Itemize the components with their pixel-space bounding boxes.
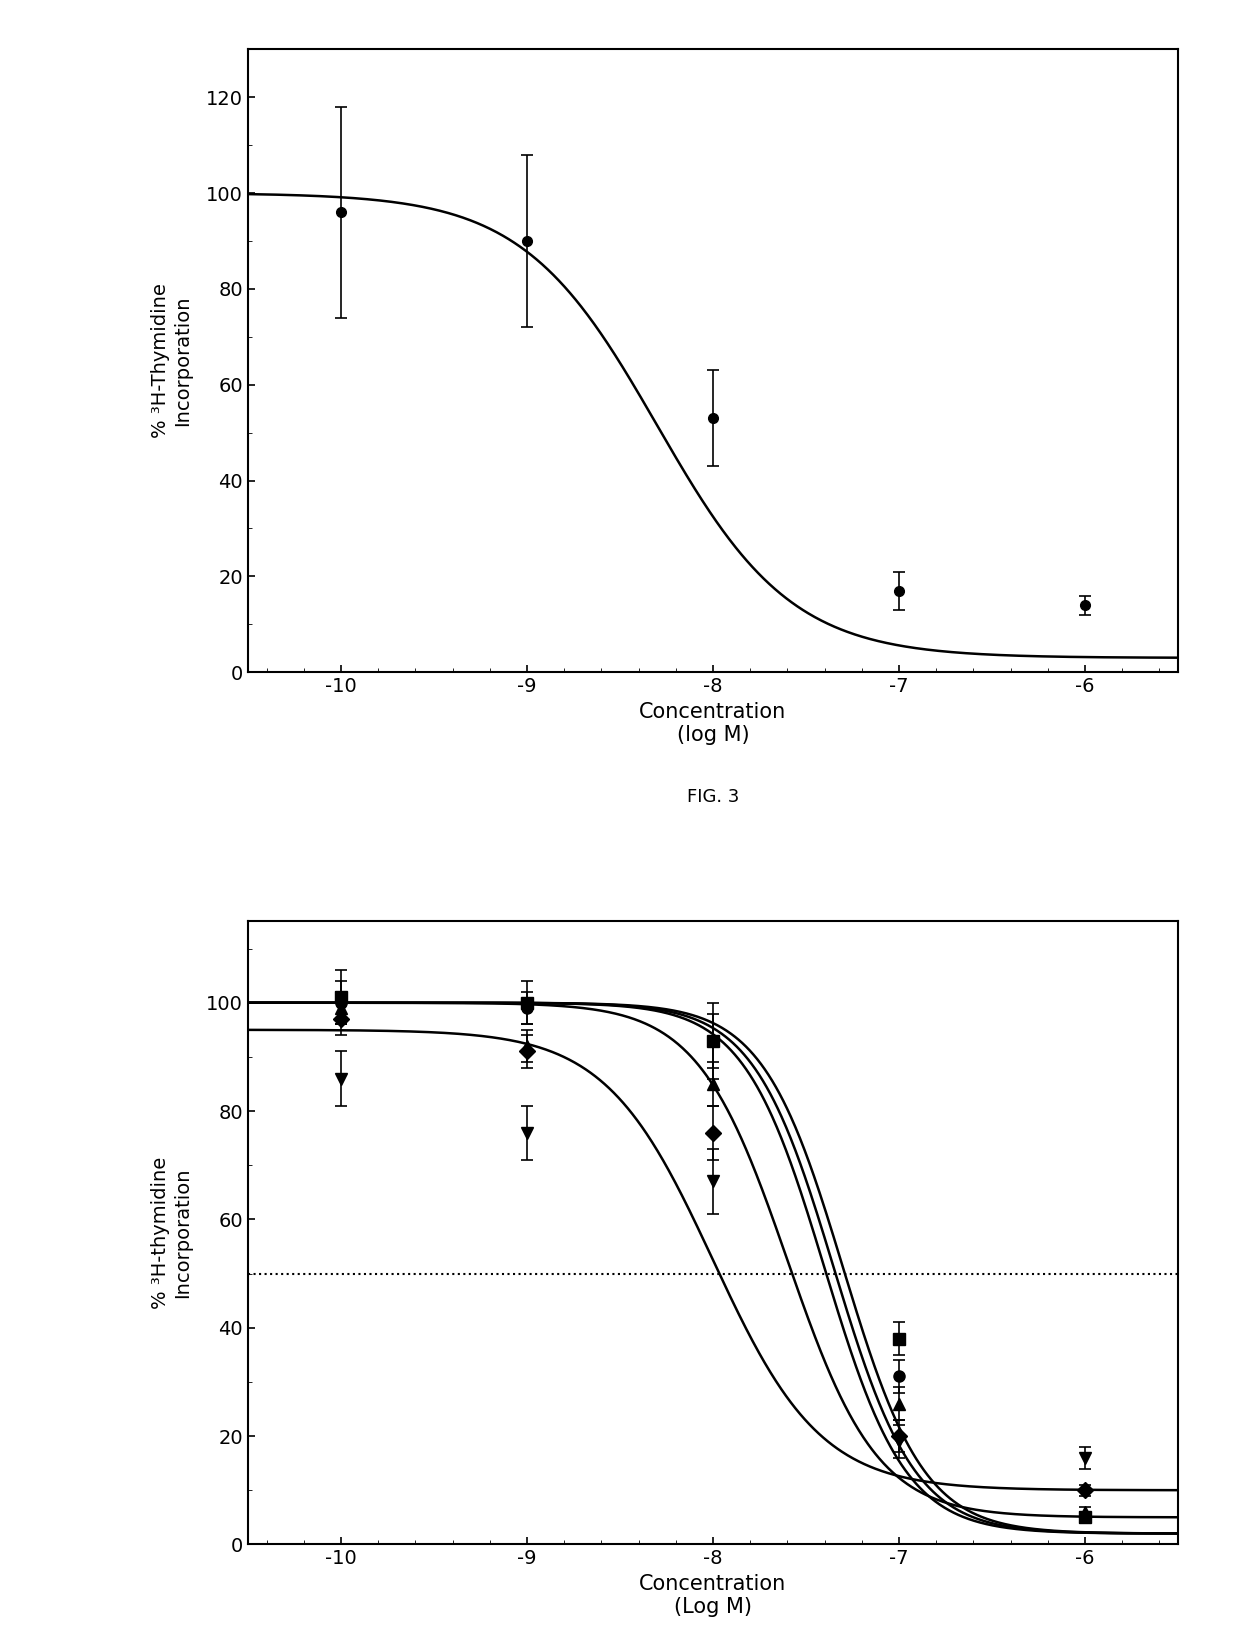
Y-axis label: % ³H-Thymidine
Incorporation: % ³H-Thymidine Incorporation — [151, 283, 192, 439]
X-axis label: Concentration
(log M): Concentration (log M) — [640, 702, 786, 744]
X-axis label: Concentration
(Log M): Concentration (Log M) — [640, 1574, 786, 1617]
Y-axis label: % ³H-thymidine
Incorporation: % ³H-thymidine Incorporation — [151, 1157, 192, 1309]
Text: FIG. 3: FIG. 3 — [687, 789, 739, 805]
